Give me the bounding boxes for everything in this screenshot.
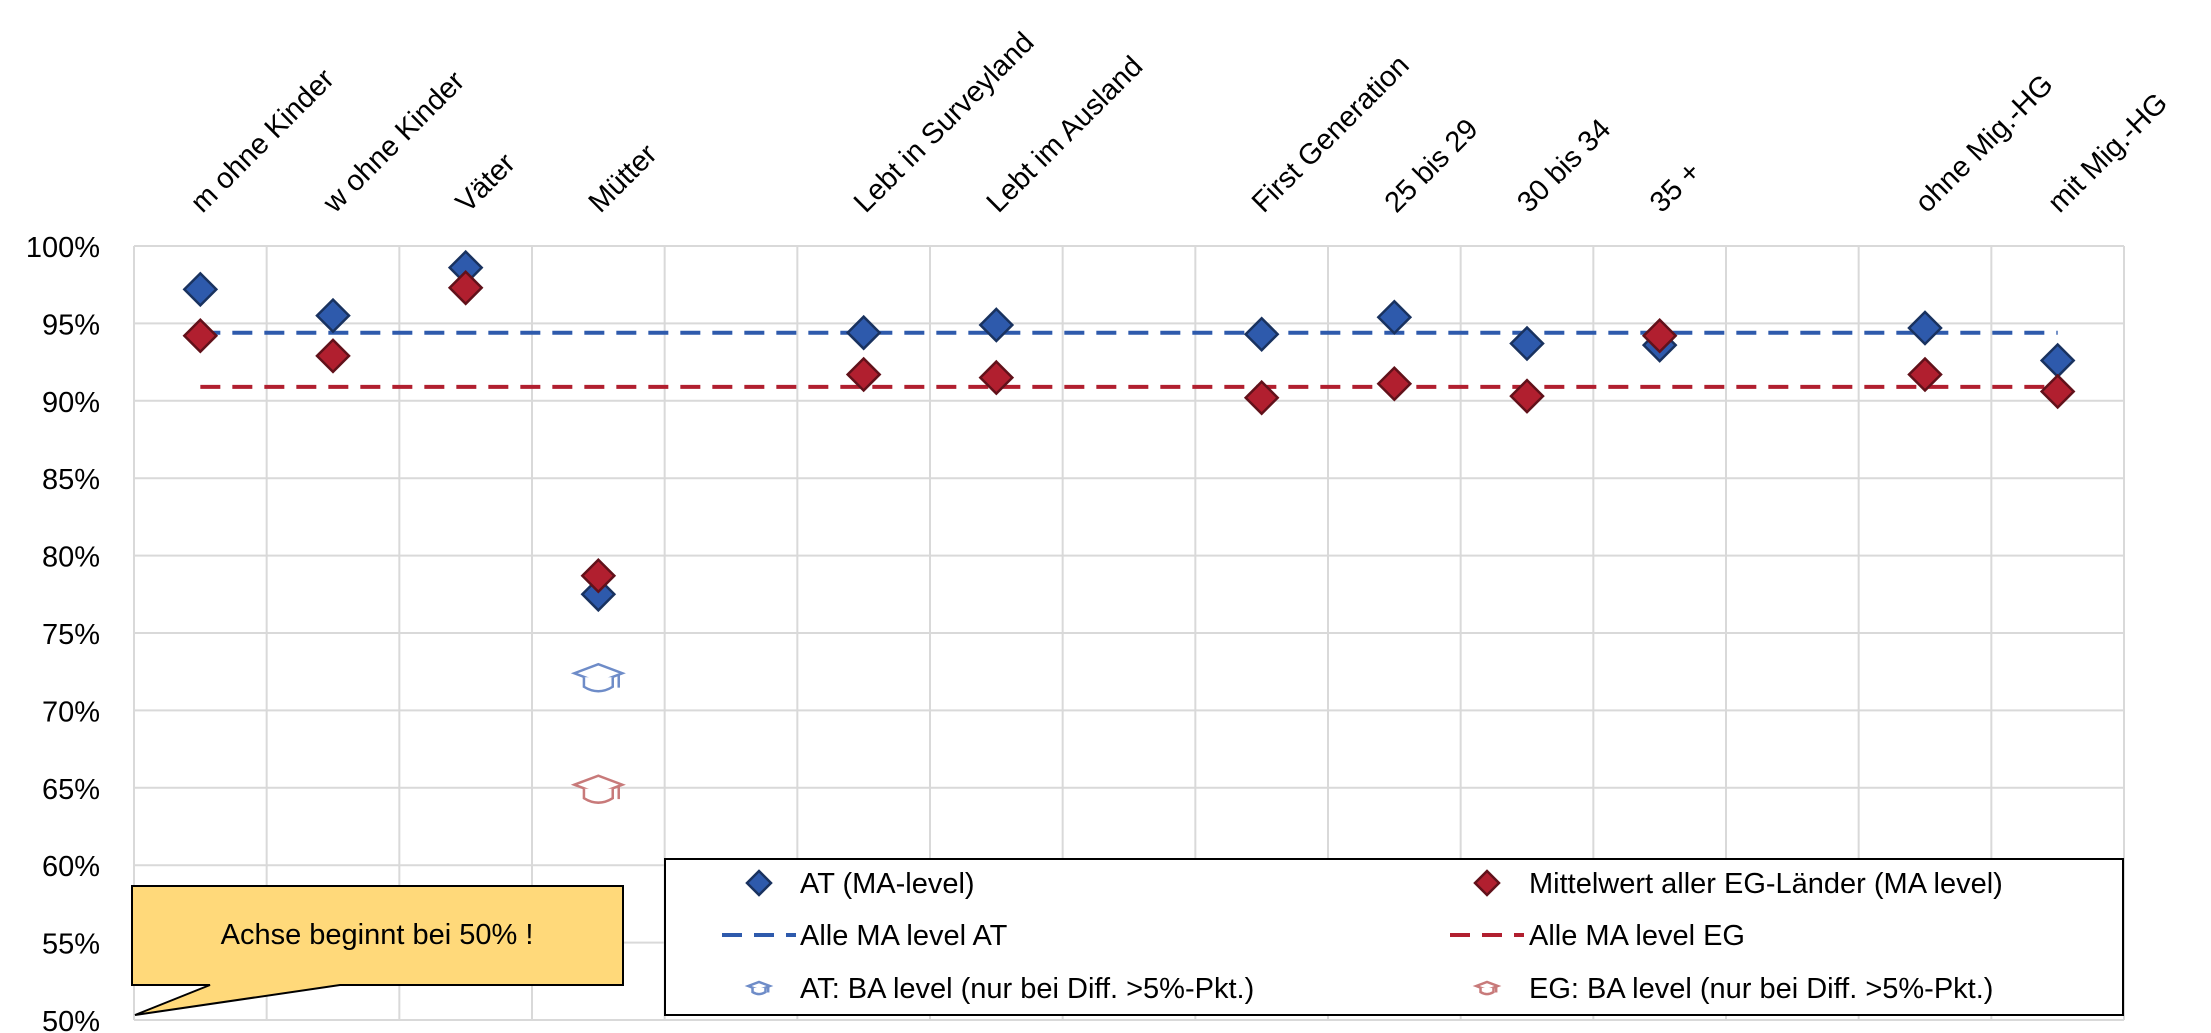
x-category-label: Väter bbox=[450, 147, 522, 219]
data-point bbox=[1641, 318, 1678, 354]
y-tick-label: 100% bbox=[26, 232, 100, 264]
callout-text: Achse beginnt bei 50% ! bbox=[221, 919, 534, 951]
data-point bbox=[580, 576, 617, 613]
legend: AT (MA-level) Mittelwert aller EG-Länder … bbox=[664, 858, 2124, 1016]
y-tick-label: 95% bbox=[42, 309, 100, 341]
callout-annotation: Achse beginnt bei 50% ! bbox=[131, 885, 624, 1016]
data-point bbox=[1243, 316, 1280, 353]
legend-marker bbox=[1473, 869, 1501, 897]
y-tick-label: 90% bbox=[42, 387, 100, 419]
reference-lines bbox=[200, 330, 2058, 389]
x-category-label: 35 + bbox=[1644, 156, 1707, 219]
data-point bbox=[1907, 310, 1943, 346]
legend-label: EG: BA level (nur bei Diff. >5%-Pkt.) bbox=[1529, 973, 1993, 1005]
y-axis-ticks: 100% 95% 90% 85% 80% 75% 70% 65% 60% 55% 50% bbox=[26, 232, 100, 1033]
data-point bbox=[845, 356, 882, 393]
data-point bbox=[1376, 299, 1413, 335]
data-point bbox=[182, 318, 219, 354]
y-tick-label: 50% bbox=[42, 1006, 100, 1033]
data-point bbox=[1509, 325, 1545, 362]
y-tick-label: 70% bbox=[42, 696, 100, 728]
legend-box bbox=[664, 858, 2124, 1016]
graduation-cap-icon bbox=[570, 662, 626, 693]
x-category-label: 25 bis 29 bbox=[1379, 113, 1485, 219]
legend-label: AT (MA-level) bbox=[800, 868, 975, 900]
data-point bbox=[1509, 378, 1545, 414]
graduation-cap-icon bbox=[1472, 980, 1502, 996]
y-tick-label: 60% bbox=[42, 851, 100, 883]
graduation-cap-icon bbox=[570, 774, 626, 804]
x-category-label: Mütter bbox=[583, 138, 664, 219]
y-tick-label: 55% bbox=[42, 929, 100, 961]
graduation-cap-icon bbox=[744, 980, 774, 996]
data-point bbox=[845, 314, 882, 351]
legend-label: Mittelwert aller EG-Länder (MA level) bbox=[1529, 868, 2003, 900]
data-point bbox=[978, 359, 1015, 396]
y-tick-label: 85% bbox=[42, 464, 100, 496]
data-point bbox=[580, 557, 617, 594]
y-tick-label: 75% bbox=[42, 619, 100, 651]
y-tick-label: 65% bbox=[42, 774, 100, 806]
data-point bbox=[1907, 356, 1943, 393]
data-point bbox=[315, 338, 351, 374]
callout-shape bbox=[131, 885, 624, 1016]
y-tick-label: 80% bbox=[42, 542, 100, 574]
legend-label: AT: BA level (nur bei Diff. >5%-Pkt.) bbox=[800, 973, 1254, 1005]
data-point bbox=[978, 307, 1015, 343]
data-point bbox=[2039, 342, 2076, 379]
data-marks bbox=[182, 249, 2076, 804]
data-point bbox=[1376, 366, 1413, 402]
x-category-label: ohne Mig.-HG bbox=[1909, 69, 2059, 219]
legend-label: Alle MA level AT bbox=[800, 920, 1008, 952]
data-point bbox=[182, 271, 219, 308]
x-category-label: mit Mig.-HG bbox=[2042, 87, 2174, 219]
data-point bbox=[2039, 373, 2076, 410]
data-point bbox=[315, 297, 351, 334]
data-point bbox=[1243, 379, 1280, 416]
legend-marker bbox=[745, 869, 773, 897]
legend-label: Alle MA level EG bbox=[1529, 920, 1745, 952]
x-category-label: w ohne Kinder bbox=[317, 65, 472, 220]
data-point bbox=[447, 270, 484, 306]
x-category-label: 30 bis 34 bbox=[1511, 113, 1617, 219]
